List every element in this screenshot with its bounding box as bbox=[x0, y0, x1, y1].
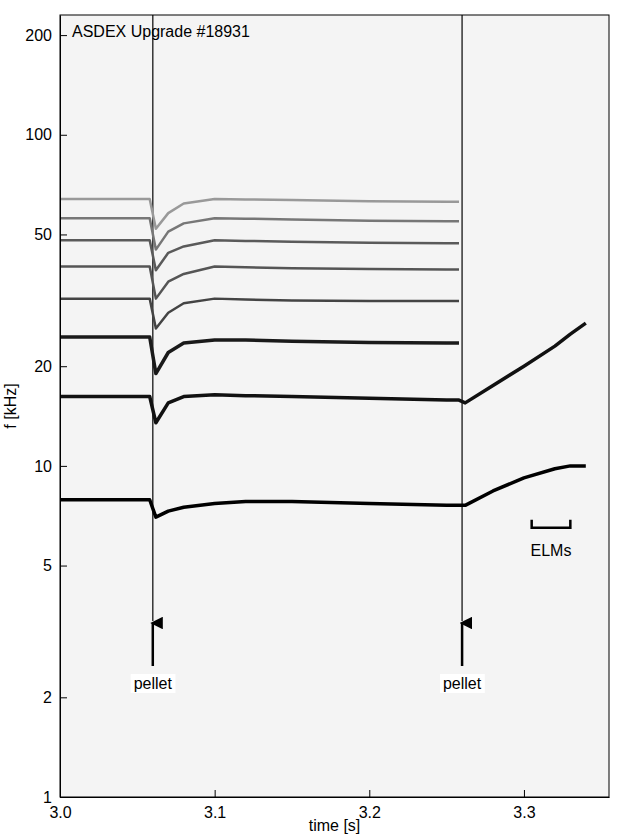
y-tick-mark bbox=[60, 566, 67, 567]
annotation-label: ELMs bbox=[531, 542, 572, 559]
mode-line bbox=[60, 337, 459, 374]
y-tick: 100 bbox=[25, 126, 67, 143]
title: ASDEX Upgrade #18931 bbox=[72, 23, 250, 40]
x-tick-label: 3.1 bbox=[204, 804, 226, 821]
y-tick: 50 bbox=[34, 226, 67, 243]
y-tick: 1 bbox=[43, 789, 67, 806]
label-background bbox=[131, 674, 176, 693]
mode-line bbox=[60, 466, 586, 517]
y-tick-mark bbox=[60, 797, 67, 798]
x-tick: 3.1 bbox=[204, 790, 226, 821]
mode-line bbox=[60, 267, 459, 299]
y-tick-mark bbox=[60, 234, 67, 235]
y-tick: 200 bbox=[25, 27, 67, 44]
y-tick: 20 bbox=[34, 358, 67, 375]
mode-line bbox=[60, 323, 586, 423]
mode-line bbox=[60, 218, 459, 249]
y-tick: 10 bbox=[34, 458, 67, 475]
y-tick-label: 20 bbox=[34, 358, 52, 375]
y-tick-mark bbox=[60, 135, 67, 136]
x-tick-mark bbox=[369, 790, 370, 797]
pellet-line bbox=[461, 15, 463, 621]
y-tick-label: 10 bbox=[34, 458, 52, 475]
plot: 3.0 3.1 3.2 3.3 1 2 5 10 20 50 100 200 ASDEX Upgrade… bbox=[25, 15, 609, 821]
x-tick-mark bbox=[215, 790, 216, 797]
y-axis-title: f [kHz] bbox=[2, 383, 19, 428]
x-tick: 3.3 bbox=[513, 790, 535, 821]
x-tick-label: 3.3 bbox=[513, 804, 535, 821]
y-tick: 2 bbox=[43, 689, 67, 706]
mode-line bbox=[60, 199, 459, 229]
x-tick: 3.2 bbox=[359, 790, 381, 821]
annotation-label: pellet bbox=[443, 675, 482, 692]
chart: 3.0 3.1 3.2 3.3 1 2 5 10 20 50 100 200 ASDEX Upgrade… bbox=[0, 0, 620, 837]
plot-frame bbox=[60, 15, 609, 797]
label-background bbox=[440, 674, 485, 693]
plot-background bbox=[60, 15, 609, 797]
y-tick: 5 bbox=[43, 557, 67, 574]
x-axis-title: time [s] bbox=[309, 817, 361, 834]
y-tick-mark bbox=[60, 35, 67, 36]
x-tick-label: 3.2 bbox=[359, 804, 381, 821]
pellet-arrow bbox=[461, 623, 464, 666]
y-tick-label: 1 bbox=[43, 789, 52, 806]
y-axis-line bbox=[60, 16, 61, 798]
data-layer bbox=[60, 15, 586, 621]
y-tick-label: 100 bbox=[25, 126, 52, 143]
y-tick-mark bbox=[60, 466, 67, 467]
x-axis-line bbox=[61, 797, 610, 798]
annotation-label: pellet bbox=[134, 675, 173, 692]
y-tick-label: 200 bbox=[25, 27, 52, 44]
x-tick-label: 3.0 bbox=[49, 804, 71, 821]
y-tick-mark bbox=[60, 697, 67, 698]
annotations: pellet pellet ELMs bbox=[131, 520, 572, 693]
x-tick-mark bbox=[524, 790, 525, 797]
mode-line bbox=[60, 299, 459, 329]
y-tick-label: 2 bbox=[43, 689, 52, 706]
y-tick-label: 50 bbox=[34, 226, 52, 243]
y-tick-label: 5 bbox=[43, 557, 52, 574]
y-tick-mark bbox=[60, 366, 67, 367]
mode-line bbox=[60, 240, 459, 270]
y-axis: 1 2 5 10 20 50 100 200 bbox=[25, 16, 67, 806]
pellet-arrow bbox=[152, 623, 155, 666]
elm-bracket bbox=[532, 520, 571, 528]
